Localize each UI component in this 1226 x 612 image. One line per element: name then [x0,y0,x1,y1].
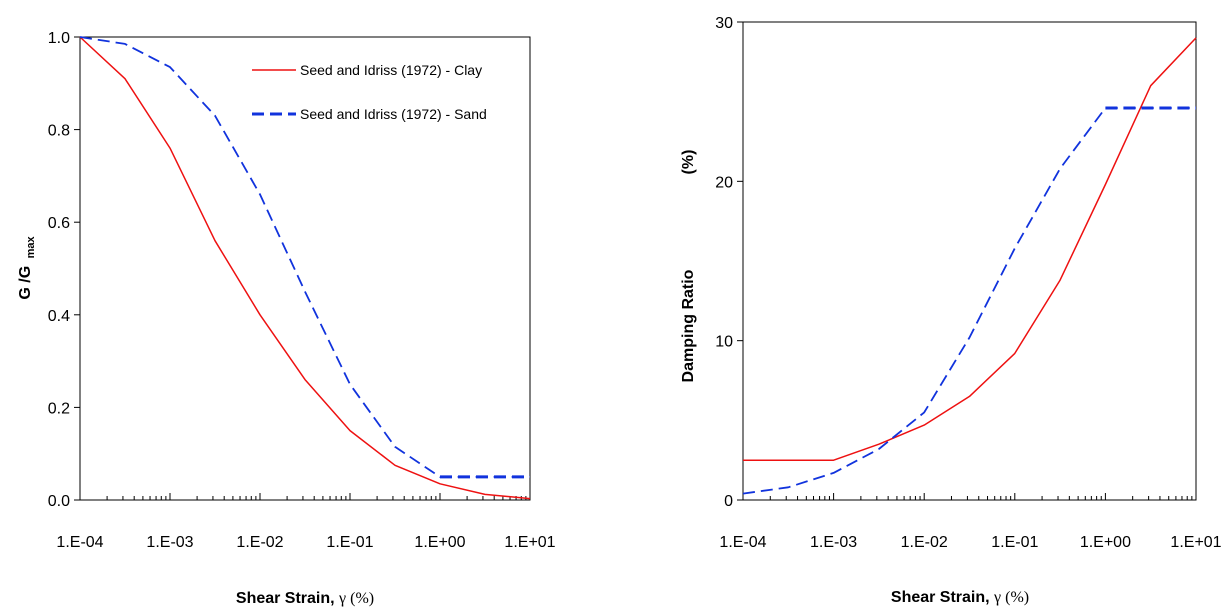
y-tick-label: 30 [715,15,733,32]
y-tick-label: 0.2 [48,400,70,417]
y-tick-label: 20 [715,174,733,191]
x-tick-label: 1.E-01 [991,534,1038,551]
x-tick-label: 1.E-04 [719,534,766,551]
y-tick-label: 0.6 [48,215,70,232]
y-tick-label: 0 [724,493,733,510]
y-tick-label: 10 [715,334,733,351]
x-tick-label: 1.E-04 [56,534,103,551]
sand-series-line [742,107,1196,495]
x-axis-title-symbol: γ (%) [338,590,374,607]
damping-ratio-chart: 1.E-04 1.E-03 1.E-02 1.E-01 1.E+00 1.E+01 0 10 2… [680,15,1222,606]
legend: Seed and Idriss (1972) - Clay Seed and I… [252,62,487,122]
plot-area [742,21,1197,501]
x-tick-label: 1.E+00 [414,534,465,551]
y-tick-label: 0.8 [48,123,70,140]
x-tick-label: 1.E+00 [1080,534,1131,551]
x-tick-label: 1.E-01 [326,534,373,551]
y-tick-label: 0.0 [48,493,70,510]
x-tick-label: 1.E-02 [236,534,283,551]
y-tick-label: 1.0 [48,30,70,47]
plot-area [79,36,531,501]
legend-label-sand: Seed and Idriss (1972) - Sand [300,106,487,122]
axes: 1.E-04 1.E-03 1.E-02 1.E-01 1.E+00 1.E+01 0 10 2… [715,15,1221,551]
series-layer [79,36,531,500]
y-axis-title: Damping Ratio [680,269,697,382]
y-axis-title: G /G max [17,236,37,300]
series-layer [742,37,1197,495]
x-tick-label: 1.E-02 [901,534,948,551]
x-tick-label: 1.E+01 [504,534,555,551]
y-tick-label: 0.4 [48,308,70,325]
x-axis-title: Shear Strain, γ (%) [891,589,1029,606]
sand-series-line [79,36,530,478]
clay-series-line [79,36,531,500]
y-axis-unit: (%) [680,150,697,175]
y-axis-title-subscript: max [25,236,37,259]
x-tick-label: 1.E-03 [810,534,857,551]
modulus-reduction-chart: 1.E-04 1.E-03 1.E-02 1.E-01 1.E+00 1.E+01 0.0 0… [17,30,556,607]
clay-series-line [743,37,1197,461]
legend-label-clay: Seed and Idriss (1972) - Clay [300,62,482,78]
x-axis-title-symbol: γ (%) [993,589,1029,606]
axes: 1.E-04 1.E-03 1.E-02 1.E-01 1.E+00 1.E+01 0.0 0… [48,30,556,551]
x-tick-label: 1.E+01 [1170,534,1221,551]
x-axis-title: Shear Strain, γ (%) [236,590,374,607]
x-tick-label: 1.E-03 [146,534,193,551]
